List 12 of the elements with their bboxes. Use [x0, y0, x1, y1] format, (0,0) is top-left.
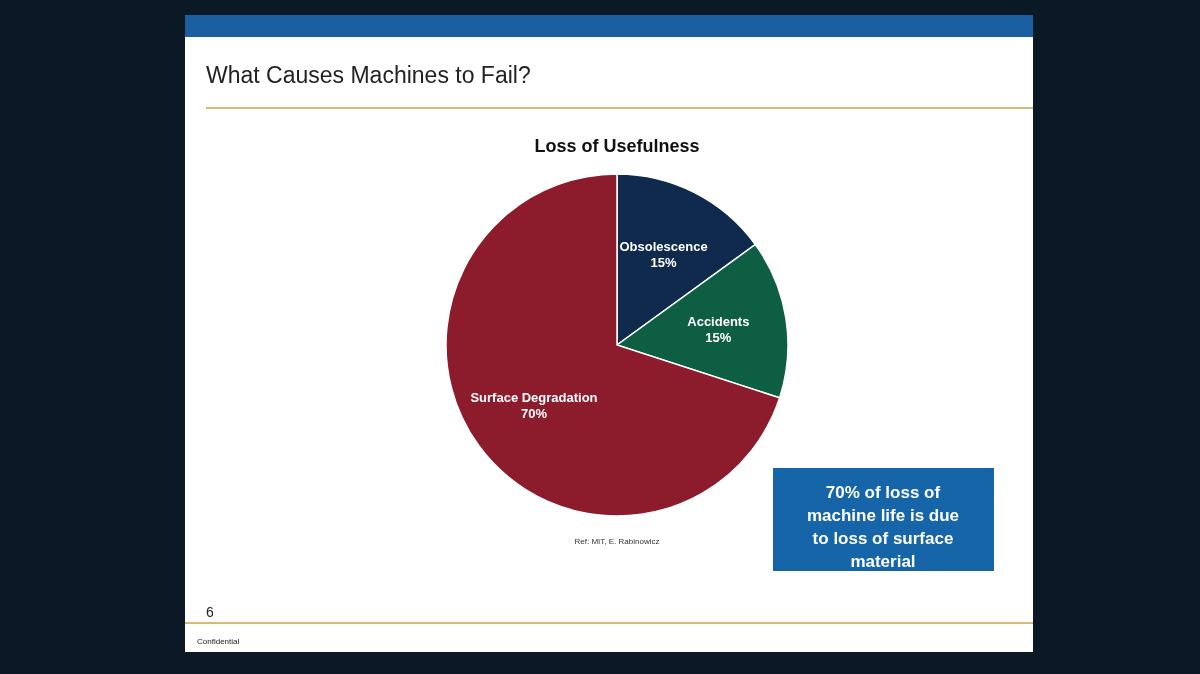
slice-label: Surface Degradation [470, 390, 598, 406]
text: 6 [206, 604, 214, 620]
data-label: 15% [650, 254, 678, 270]
data-label: 15% [705, 329, 732, 345]
slice-label: Obsolescence [619, 238, 708, 254]
chart-title: What Causes Machines to Fail? [206, 62, 531, 88]
data-label: 70% [520, 406, 548, 422]
slice-label: Accidents [687, 313, 750, 329]
text: Ref: MIT, E. Rabinowicz [574, 537, 660, 546]
text: 70% of loss of machine life is due to loss of surface material [806, 483, 960, 571]
text: Confidential [197, 637, 240, 646]
chart-subtitle: Loss of Usefulness [534, 136, 700, 156]
